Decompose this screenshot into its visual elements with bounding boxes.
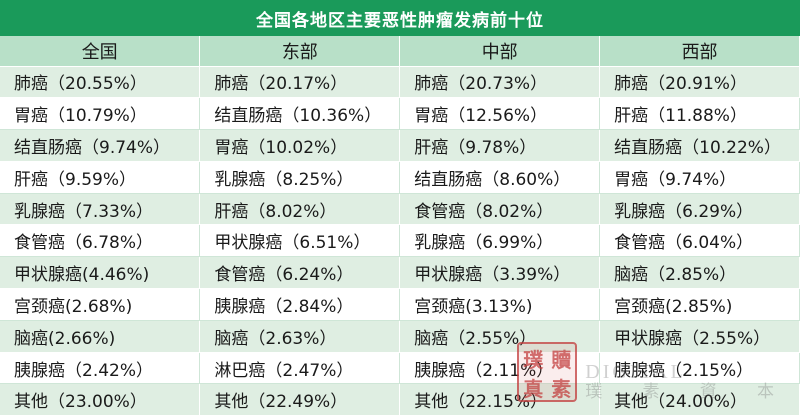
table-cell: 胰腺癌（2.42%）: [0, 352, 201, 385]
table-cell: 胰腺癌（2.11%）: [399, 352, 601, 385]
column-header-central: 中部: [399, 36, 601, 67]
table-cell: 甲状腺癌（3.39%）: [399, 256, 601, 290]
table-row: 食管癌（6.78%） 甲状腺癌（6.51%） 乳腺癌（6.99%） 食管癌（6.…: [0, 224, 800, 258]
table-cell: 胃癌（12.56%）: [399, 97, 601, 131]
column-header-east: 东部: [199, 36, 401, 67]
cancer-incidence-table: 全国 东部 中部 西部 肺癌（20.55%） 肺癌（20.17%） 肺癌（20.…: [0, 36, 800, 416]
table-row: 乳腺癌（7.33%） 肝癌（8.02%） 食管癌（8.02%） 乳腺癌（6.29…: [0, 193, 800, 226]
table-cell: 肺癌（20.17%）: [199, 66, 401, 99]
table-cell: 乳腺癌（6.29%）: [599, 193, 800, 226]
table-row: 肝癌（9.59%） 乳腺癌（8.25%） 结直肠癌（8.60%） 胃癌（9.74…: [0, 161, 800, 194]
table-row: 结直肠癌（9.74%） 胃癌（10.02%） 肝癌（9.78%） 结直肠癌（10…: [0, 129, 800, 162]
table-cell: 肝癌（11.88%）: [599, 97, 800, 131]
table-row: 胃癌（10.79%） 结直肠癌（10.36%） 胃癌（12.56%） 肝癌（11…: [0, 97, 800, 131]
table-cell: 其他（22.15%）: [399, 383, 601, 416]
table-cell: 肺癌（20.55%）: [0, 66, 201, 99]
table-cell: 胃癌（10.02%）: [199, 129, 401, 162]
table-cell: 食管癌（6.04%）: [599, 224, 800, 258]
table-cell: 胰腺癌（2.15%）: [599, 352, 800, 385]
table-cell: 肝癌（9.78%）: [399, 129, 601, 162]
table-cell: 肺癌（20.91%）: [599, 66, 800, 99]
table-cell: 甲状腺癌（2.55%）: [599, 320, 800, 353]
table-row: 脑癌(2.66%) 脑癌（2.63%） 脑癌（2.55%） 甲状腺癌（2.55%…: [0, 320, 800, 353]
table-cell: 胃癌（9.74%）: [599, 161, 800, 194]
table-cell: 宫颈癌(2.85%): [599, 288, 800, 321]
table-cell: 乳腺癌（6.99%）: [399, 224, 601, 258]
table-cell: 脑癌(2.66%): [0, 320, 201, 353]
table-cell: 结直肠癌（10.36%）: [199, 97, 401, 131]
column-header-national: 全国: [0, 36, 201, 67]
table-cell: 乳腺癌（8.25%）: [199, 161, 401, 194]
table-cell: 脑癌（2.55%）: [399, 320, 601, 353]
table-cell: 胰腺癌（2.84%）: [199, 288, 401, 321]
header-row: 全国 东部 中部 西部: [0, 36, 800, 67]
table-cell: 宫颈癌(2.68%): [0, 288, 201, 321]
table-cell: 结直肠癌（8.60%）: [399, 161, 601, 194]
table-cell: 乳腺癌（7.33%）: [0, 193, 201, 226]
table-cell: 胃癌（10.79%）: [0, 97, 201, 131]
table-cell: 食管癌（6.24%）: [199, 256, 401, 290]
table-row: 胰腺癌（2.42%） 淋巴癌（2.47%） 胰腺癌（2.11%） 胰腺癌（2.1…: [0, 352, 800, 385]
table-cell: 宫颈癌(3.13%): [399, 288, 601, 321]
table-cell: 肝癌（9.59%）: [0, 161, 201, 194]
table-cell: 甲状腺癌(4.46%): [0, 256, 201, 290]
table-row: 宫颈癌(2.68%) 胰腺癌（2.84%） 宫颈癌(3.13%) 宫颈癌(2.8…: [0, 288, 800, 321]
table-cell: 结直肠癌（9.74%）: [0, 129, 201, 162]
table-cell: 食管癌（6.78%）: [0, 224, 201, 258]
table-cell: 甲状腺癌（6.51%）: [199, 224, 401, 258]
table-cell: 肝癌（8.02%）: [199, 193, 401, 226]
table-title: 全国各地区主要恶性肿瘤发病前十位: [0, 0, 800, 36]
table-cell: 其他（22.49%）: [199, 383, 401, 416]
table-cell: 肺癌（20.73%）: [399, 66, 601, 99]
table-cell: 食管癌（8.02%）: [399, 193, 601, 226]
table-row: 肺癌（20.55%） 肺癌（20.17%） 肺癌（20.73%） 肺癌（20.9…: [0, 66, 800, 99]
table-row: 其他（23.00%） 其他（22.49%） 其他（22.15%） 其他（24.0…: [0, 383, 800, 416]
table-cell: 其他（23.00%）: [0, 383, 201, 416]
table-row: 甲状腺癌(4.46%) 食管癌（6.24%） 甲状腺癌（3.39%） 脑癌（2.…: [0, 256, 800, 290]
table-cell: 脑癌（2.85%）: [599, 256, 800, 290]
table-cell: 淋巴癌（2.47%）: [199, 352, 401, 385]
table-cell: 脑癌（2.63%）: [199, 320, 401, 353]
column-header-west: 西部: [599, 36, 800, 67]
table-cell: 其他（24.00%）: [599, 383, 800, 416]
table-cell: 结直肠癌（10.22%）: [599, 129, 800, 162]
